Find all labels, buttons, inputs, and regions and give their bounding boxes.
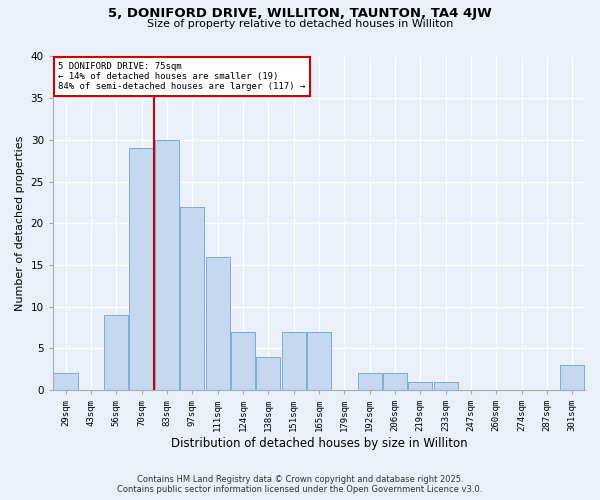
Bar <box>560 365 584 390</box>
Y-axis label: Number of detached properties: Number of detached properties <box>15 136 25 311</box>
Bar <box>231 332 255 390</box>
Bar <box>155 140 179 390</box>
X-axis label: Distribution of detached houses by size in Williton: Distribution of detached houses by size … <box>170 437 467 450</box>
Text: 5 DONIFORD DRIVE: 75sqm
← 14% of detached houses are smaller (19)
84% of semi-de: 5 DONIFORD DRIVE: 75sqm ← 14% of detache… <box>58 62 305 92</box>
Bar <box>130 148 154 390</box>
Bar <box>256 357 280 390</box>
Bar <box>358 374 382 390</box>
Bar <box>408 382 433 390</box>
Bar <box>434 382 458 390</box>
Bar <box>383 374 407 390</box>
Bar <box>53 374 77 390</box>
Text: Size of property relative to detached houses in Williton: Size of property relative to detached ho… <box>147 19 453 29</box>
Bar <box>180 206 204 390</box>
Bar <box>307 332 331 390</box>
Text: Contains HM Land Registry data © Crown copyright and database right 2025.
Contai: Contains HM Land Registry data © Crown c… <box>118 474 482 494</box>
Bar <box>206 256 230 390</box>
Text: 5, DONIFORD DRIVE, WILLITON, TAUNTON, TA4 4JW: 5, DONIFORD DRIVE, WILLITON, TAUNTON, TA… <box>108 8 492 20</box>
Bar <box>104 315 128 390</box>
Bar <box>281 332 305 390</box>
